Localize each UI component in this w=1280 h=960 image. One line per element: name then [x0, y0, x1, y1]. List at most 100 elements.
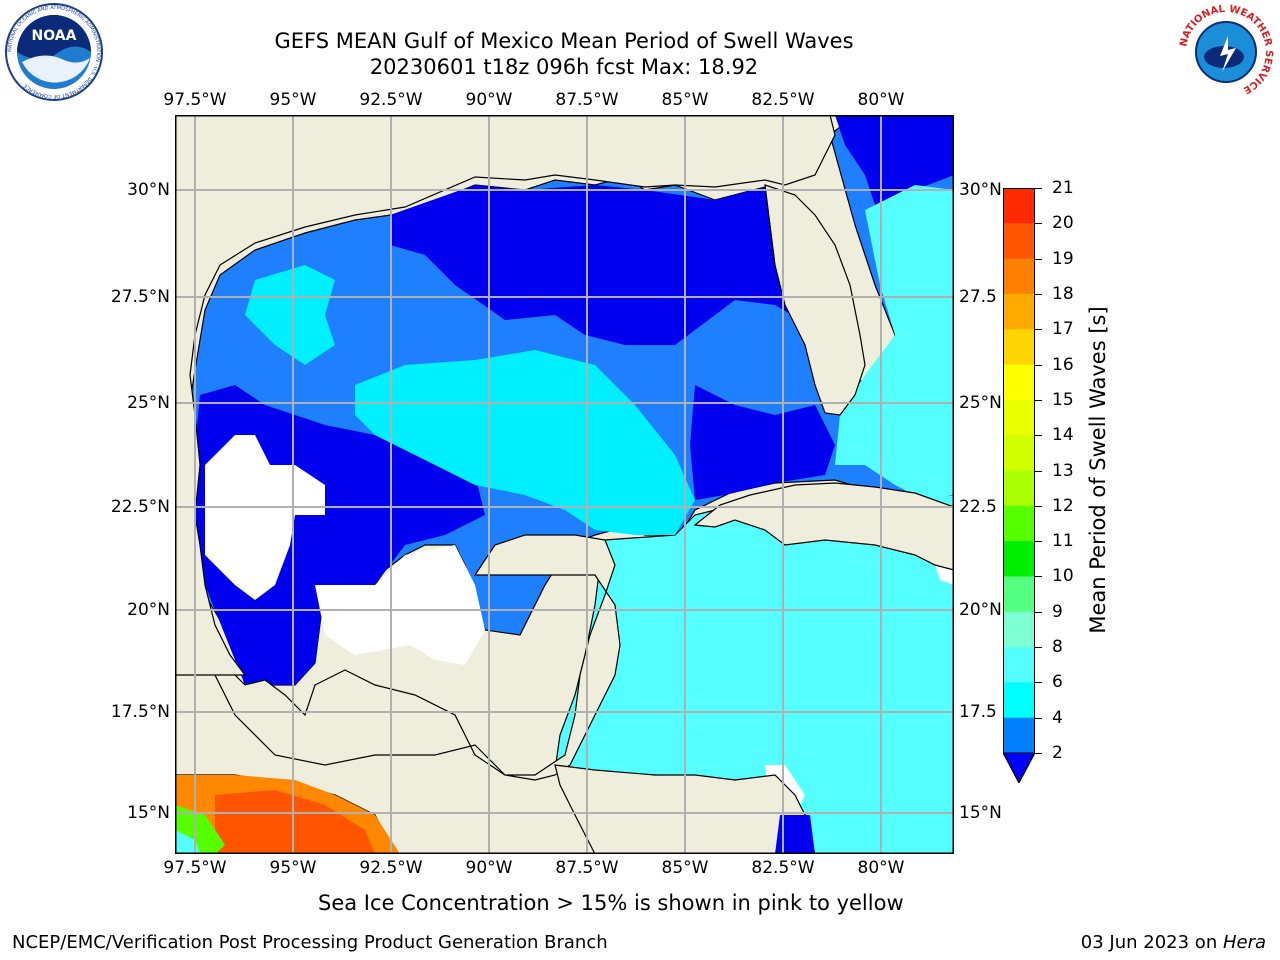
colorbar-tick-label: 18 — [1052, 283, 1074, 304]
nodata-south — [315, 545, 485, 665]
lon-label-top: 95°W — [269, 90, 317, 110]
colorbar-tick-label: 11 — [1052, 531, 1074, 552]
colorbar-segment — [1003, 611, 1035, 648]
noaa-logo: NOAA NATIONAL OCEANIC AND ATMOSPHERIC AD… — [4, 2, 104, 102]
colorbar-segment — [1003, 647, 1035, 683]
colorbar-tick-label: 20 — [1052, 213, 1074, 234]
colorbar-tick-mark — [1035, 435, 1042, 437]
colorbar-tick-mark — [1035, 753, 1042, 754]
colorbar-tick-mark — [1035, 188, 1042, 189]
colorbar-tick-label: 2 — [1052, 743, 1063, 763]
nodata-west — [205, 435, 325, 600]
colorbar-segment — [1003, 223, 1035, 260]
land-florida — [764, 184, 866, 416]
land-cuba — [693, 482, 954, 571]
colorbar-tick-label: 17 — [1052, 319, 1074, 340]
lon-label-bottom: 92.5°W — [359, 858, 423, 878]
lat-label-left: 27.5°N — [110, 287, 170, 307]
lon-label-bottom: 85°W — [661, 858, 709, 878]
colorbar-segment — [1003, 576, 1035, 613]
pacific-swell-cyan — [175, 830, 200, 854]
sea-ice-caption: Sea Ice Concentration > 15% is shown in … — [318, 891, 904, 915]
colorbar-tick-mark — [1035, 505, 1042, 507]
colorbar-tick-label: 12 — [1052, 495, 1074, 516]
colorbar-tick-mark — [1035, 647, 1042, 649]
pacific-swell-inner — [215, 790, 375, 854]
gridlines — [175, 115, 954, 854]
colorbar-tick-label: 15 — [1052, 389, 1074, 410]
colorbar-tick-mark — [1035, 258, 1042, 260]
colorbar-segment — [1003, 188, 1035, 224]
lightcyan-east — [835, 185, 954, 500]
colorbar-tick-label: 8 — [1052, 637, 1063, 658]
lat-label-right: 30°N — [959, 180, 1002, 200]
colorbar-tick-label: 9 — [1052, 601, 1063, 622]
colorbar-tick-label: 19 — [1052, 248, 1074, 269]
colorbar-segment — [1003, 682, 1035, 719]
lat-label-left: 22.5°N — [110, 497, 170, 517]
colorbar-segment — [1003, 717, 1035, 754]
colorbar-segment — [1003, 435, 1035, 471]
lon-label-bottom: 97.5°W — [163, 858, 227, 878]
colorbar-tick-mark — [1035, 470, 1042, 472]
lon-label-bottom: 87.5°W — [555, 858, 619, 878]
dark-band-atlantic — [835, 115, 954, 205]
footer-date: 03 Jun 2023 on Hera — [1080, 932, 1266, 953]
colorbar — [1003, 188, 1035, 783]
cyan-west — [245, 265, 335, 365]
colorbar-segment — [1003, 258, 1035, 295]
colorbar-tick-label: 13 — [1052, 460, 1074, 481]
lon-label-top: 92.5°W — [359, 90, 423, 110]
colorbar-segment — [1003, 470, 1035, 507]
land-honduras — [554, 764, 806, 854]
dark-band-north — [390, 185, 825, 345]
dark-patch-south — [775, 815, 815, 854]
nws-logo: NATIONAL WEATHER SERVICE — [1176, 2, 1276, 102]
colorbar-tick-mark — [1035, 682, 1042, 684]
colorbar-tick-mark — [1035, 293, 1042, 295]
colorbar-tick-mark — [1035, 399, 1042, 401]
lat-label-left: 17.5°N — [110, 702, 170, 722]
colorbar-tick-mark — [1035, 329, 1042, 331]
colorbar-tick-mark — [1035, 611, 1042, 613]
colorbar-extend-arrow — [1003, 752, 1035, 783]
lat-label-left: 20°N — [127, 600, 170, 620]
colorbar-tick-mark — [1035, 364, 1042, 366]
lon-label-bottom: 80°W — [857, 858, 905, 878]
colorbar-tick-label: 16 — [1052, 354, 1074, 375]
colorbar-segment — [1003, 364, 1035, 401]
map-panel — [175, 115, 954, 854]
colorbar-tick-label: 21 — [1052, 178, 1074, 198]
lat-label-left: 15°N — [127, 803, 170, 823]
map-subtitle: 20230601 t18z 096h fcst Max: 18.92 — [369, 55, 759, 79]
colorbar-frame — [1003, 188, 1035, 783]
svg-text:NOAA: NOAA — [32, 28, 77, 44]
lon-label-top: 85°W — [661, 90, 709, 110]
lon-label-top: 90°W — [465, 90, 513, 110]
lon-label-bottom: 95°W — [269, 858, 317, 878]
cyan-plume — [355, 350, 695, 535]
lon-label-top: 87.5°W — [555, 90, 619, 110]
colorbar-label: Mean Period of Swell Waves [s] — [1086, 306, 1110, 634]
lat-label-right: 17.5 — [959, 702, 997, 722]
map-title: GEFS MEAN Gulf of Mexico Mean Period of … — [274, 29, 854, 53]
lon-label-top: 82.5°W — [751, 90, 815, 110]
footer-credit: NCEP/EMC/Verification Post Processing Pr… — [12, 932, 608, 953]
lat-label-right: 22.5 — [959, 497, 997, 517]
colorbar-tick-mark — [1035, 717, 1042, 719]
colorbar-segment — [1003, 541, 1035, 577]
colorbar-tick-mark — [1035, 223, 1042, 225]
lat-label-right: 27.5 — [959, 287, 997, 307]
lat-label-left: 30°N — [127, 180, 170, 200]
nodata-cuba-edge — [935, 565, 954, 585]
footer-host: Hera — [1222, 932, 1266, 953]
lon-label-top: 80°W — [857, 90, 905, 110]
colorbar-tick-label: 6 — [1052, 672, 1063, 693]
colorbar-segment — [1003, 505, 1035, 542]
colorbar-segment — [1003, 399, 1035, 436]
colorbar-tick-label: 10 — [1052, 566, 1074, 587]
colorbar-segment — [1003, 293, 1035, 330]
colorbar-tick-mark — [1035, 541, 1042, 543]
lat-label-right: 25°N — [959, 393, 1002, 413]
colorbar-tick-label: 14 — [1052, 425, 1074, 446]
